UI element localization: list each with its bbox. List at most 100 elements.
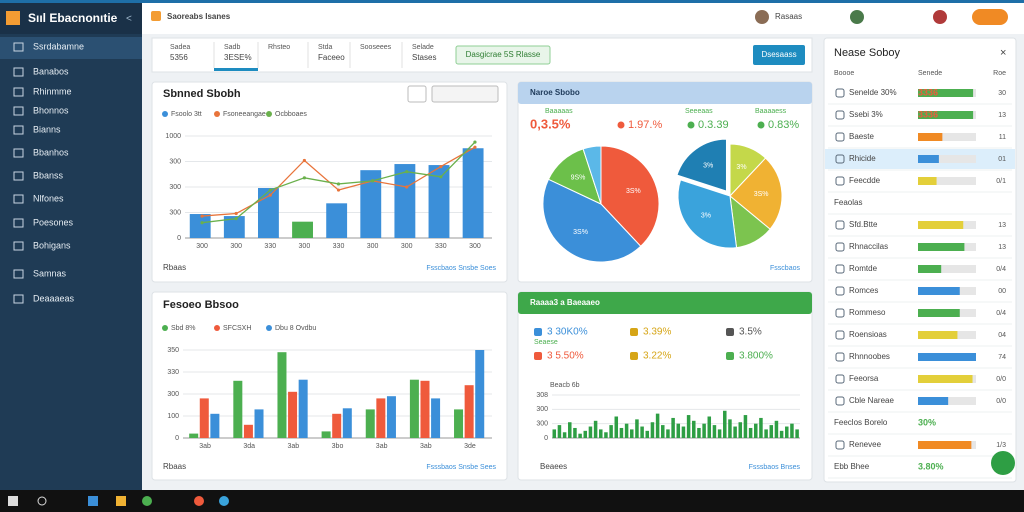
- icon-button[interactable]: [407, 85, 427, 103]
- menu-item[interactable]: Bhonnos: [33, 105, 69, 115]
- x-tick-label: 3ab: [420, 443, 432, 450]
- menu-item[interactable]: Nlfones: [33, 193, 64, 203]
- card-link[interactable]: Fsscbaos: [770, 265, 800, 272]
- menu-item[interactable]: Bbanhos: [33, 147, 69, 157]
- row-label[interactable]: Cble Nareae: [849, 396, 894, 405]
- bar: [650, 422, 655, 438]
- row-label[interactable]: Rhicide: [849, 154, 876, 163]
- chart-title: Beacb 6b: [550, 382, 580, 389]
- menu-item[interactable]: Poesones: [33, 217, 74, 227]
- row-count: 0/4: [996, 266, 1006, 273]
- progress-bar: [918, 155, 939, 163]
- row-icon: [835, 88, 845, 98]
- user-name[interactable]: Rasaas: [775, 12, 802, 21]
- column-header: Senede: [918, 70, 942, 77]
- row-label[interactable]: Baeste: [849, 132, 874, 141]
- menu-item[interactable]: Samnas: [33, 268, 67, 278]
- row-label[interactable]: Renevee: [849, 440, 882, 449]
- row-label[interactable]: Rommeso: [849, 308, 886, 317]
- menu-item[interactable]: Bohigans: [33, 240, 71, 250]
- menu-item[interactable]: Deaaaeas: [33, 293, 75, 303]
- row-label[interactable]: Feeclos Borelo: [834, 418, 888, 427]
- card-link[interactable]: Fsssbaos Snsbe Sees: [426, 464, 496, 471]
- menu-item[interactable]: Ssrdabamne: [33, 41, 84, 51]
- menu-item[interactable]: Bianns: [33, 124, 61, 134]
- row-label[interactable]: Senelde 30%: [849, 88, 897, 97]
- start-button[interactable]: [8, 496, 18, 506]
- taskbar-app[interactable]: [142, 496, 152, 506]
- avatar[interactable]: [755, 10, 769, 24]
- action-button-label[interactable]: Dsesaass: [761, 50, 796, 59]
- pie-slice: [600, 145, 660, 247]
- search-icon[interactable]: [37, 496, 47, 506]
- dropdown[interactable]: [431, 85, 499, 103]
- row-count: 13: [998, 244, 1006, 251]
- tab-value[interactable]: Stases: [412, 53, 436, 62]
- stat-value: 1.97.%: [628, 119, 662, 131]
- row-label[interactable]: Rhnaccilas: [849, 242, 888, 251]
- tab-label[interactable]: Selade: [412, 44, 434, 51]
- tab-label[interactable]: Rhsteo: [268, 44, 290, 51]
- tab-label[interactable]: Sadea: [170, 44, 190, 51]
- stat-value: 0.3.39: [698, 119, 729, 131]
- progress-bar: [918, 353, 976, 361]
- action-button[interactable]: [753, 45, 805, 65]
- bar: [454, 409, 464, 438]
- tab-value[interactable]: 5356: [170, 53, 188, 62]
- filter-chip[interactable]: [455, 45, 551, 65]
- profile-button[interactable]: [972, 9, 1008, 25]
- taskbar-app[interactable]: [116, 496, 126, 506]
- avatar[interactable]: [850, 10, 864, 24]
- tab-label[interactable]: Sooseees: [360, 44, 392, 51]
- tab-label[interactable]: Stda: [318, 44, 333, 51]
- taskbar-app[interactable]: [219, 496, 229, 506]
- bar: [774, 420, 779, 438]
- tab-label[interactable]: Sadb: [224, 44, 240, 51]
- row-label[interactable]: Feeorsa: [849, 374, 879, 383]
- collapse-icon[interactable]: <: [126, 14, 132, 25]
- close-icon[interactable]: ×: [1000, 47, 1006, 59]
- page-icon: [151, 11, 161, 21]
- fab[interactable]: [991, 451, 1015, 475]
- row-label[interactable]: Ssebi 3%: [849, 110, 883, 119]
- row-count: 74: [998, 354, 1006, 361]
- y-tick-label: 300: [169, 184, 181, 191]
- row-label[interactable]: Feaolas: [834, 198, 862, 207]
- row-label[interactable]: Ebb Bhee: [834, 462, 870, 471]
- row-count: 00: [998, 288, 1006, 295]
- panel-title: Nease Soboy: [834, 47, 901, 59]
- row-label[interactable]: Rhnnoobes: [849, 352, 890, 361]
- row-label[interactable]: Romces: [849, 286, 878, 295]
- menu-item[interactable]: Bbanss: [33, 170, 64, 180]
- bar: [795, 429, 799, 438]
- row-label[interactable]: Sfd.Btte: [849, 220, 878, 229]
- card-link[interactable]: Fsscbaos Snsbe Soes: [426, 265, 496, 272]
- tab-value[interactable]: 3ESE%: [224, 53, 252, 62]
- row-label[interactable]: Roensioas: [849, 330, 887, 339]
- y-tick-label: 300: [167, 391, 179, 398]
- tab-value[interactable]: Faceeo: [318, 53, 345, 62]
- taskbar-app[interactable]: [88, 496, 98, 506]
- stat-icon: [630, 328, 638, 336]
- x-tick-label: 3da: [243, 443, 255, 450]
- row-count: 11: [999, 134, 1006, 141]
- taskbar-app[interactable]: [194, 496, 204, 506]
- card-footer: Beaees: [540, 462, 567, 471]
- bar: [779, 430, 784, 438]
- stat-value: 3.39%: [643, 327, 671, 338]
- bar: [661, 425, 665, 438]
- filter-label[interactable]: Dasgicrae 5S Rlasse: [466, 50, 541, 59]
- bar: [717, 429, 722, 438]
- avatar[interactable]: [933, 10, 947, 24]
- line-point: [268, 193, 272, 197]
- menu-item[interactable]: Rhinmme: [33, 86, 72, 96]
- bar: [321, 431, 331, 438]
- menu-item[interactable]: Banabos: [33, 66, 69, 76]
- row-label[interactable]: Romtde: [849, 264, 878, 273]
- stat-icon: [630, 352, 638, 360]
- card-link[interactable]: Fsssbaos Bnses: [749, 464, 801, 471]
- row-label[interactable]: Feecdde: [849, 176, 881, 185]
- bar: [462, 148, 484, 238]
- y-tick-label: 330: [167, 369, 179, 376]
- bar: [428, 165, 450, 238]
